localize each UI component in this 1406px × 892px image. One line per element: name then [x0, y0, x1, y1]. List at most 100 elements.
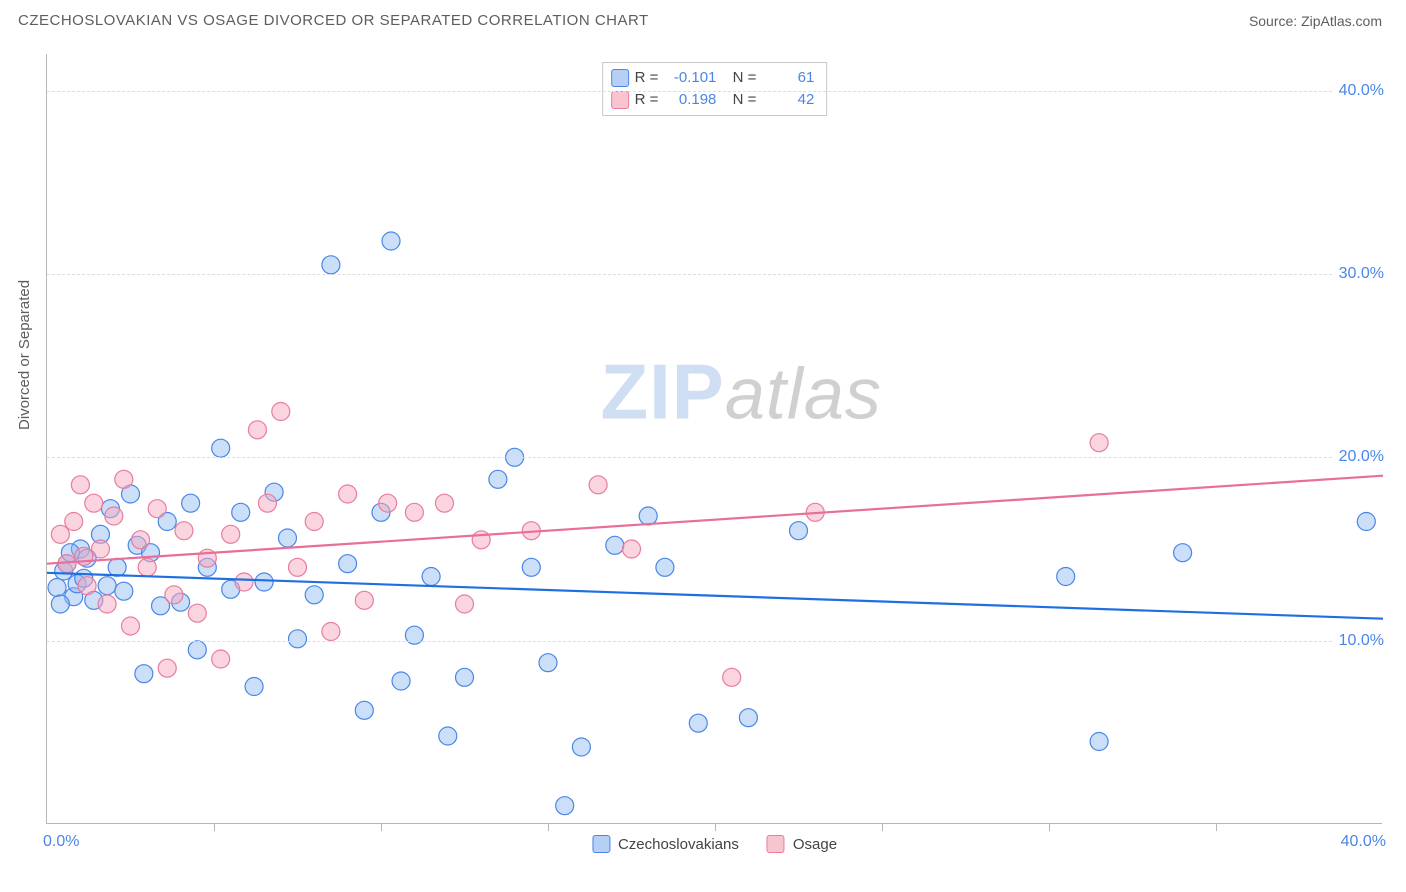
y-tick-label: 30.0% — [1333, 265, 1384, 283]
data-point — [1057, 568, 1075, 586]
data-point — [392, 672, 410, 690]
data-point — [182, 494, 200, 512]
data-point — [98, 595, 116, 613]
gridline — [47, 641, 1382, 642]
x-tick-mark — [715, 823, 716, 831]
legend-item-osage: Osage — [767, 835, 837, 853]
x-tick-label: 0.0% — [43, 833, 79, 851]
stats-row-pink: R = 0.198 N = 42 — [611, 89, 815, 111]
data-point — [1090, 434, 1108, 452]
data-point — [289, 630, 307, 648]
source-link[interactable]: ZipAtlas.com — [1301, 13, 1382, 29]
data-point — [71, 476, 89, 494]
data-point — [322, 623, 340, 641]
data-point — [305, 586, 323, 604]
data-point — [355, 591, 373, 609]
y-axis-label: Divorced or Separated — [16, 280, 33, 430]
data-point — [65, 513, 83, 531]
data-point — [289, 558, 307, 576]
data-point — [489, 470, 507, 488]
data-point — [1090, 733, 1108, 751]
data-point — [379, 494, 397, 512]
gridline — [47, 91, 1382, 92]
data-point — [108, 558, 126, 576]
data-point — [188, 604, 206, 622]
data-point — [165, 586, 183, 604]
data-point — [48, 579, 66, 597]
data-point — [305, 513, 323, 531]
gridline — [47, 457, 1382, 458]
data-point — [85, 494, 103, 512]
x-tick-label: 40.0% — [1341, 833, 1386, 851]
data-point — [255, 573, 273, 591]
data-point — [115, 470, 133, 488]
data-point — [723, 668, 741, 686]
x-tick-mark — [214, 823, 215, 831]
data-point — [689, 714, 707, 732]
x-tick-mark — [1216, 823, 1217, 831]
y-tick-label: 10.0% — [1333, 632, 1384, 650]
data-point — [422, 568, 440, 586]
data-point — [122, 617, 140, 635]
data-point — [245, 678, 263, 696]
data-point — [222, 525, 240, 543]
data-point — [1174, 544, 1192, 562]
data-point — [1357, 513, 1375, 531]
data-point — [278, 529, 296, 547]
data-point — [132, 531, 150, 549]
data-point — [339, 555, 357, 573]
data-point — [522, 558, 540, 576]
data-point — [148, 500, 166, 518]
scatter-chart: ZIPatlas R = -0.101 N = 61 R = 0.198 N =… — [46, 54, 1382, 824]
data-point — [212, 650, 230, 668]
data-point — [105, 507, 123, 525]
data-point — [98, 577, 116, 595]
data-point — [456, 668, 474, 686]
data-point — [456, 595, 474, 613]
data-point — [339, 485, 357, 503]
plot-surface — [47, 54, 1382, 823]
data-point — [258, 494, 276, 512]
data-point — [739, 709, 757, 727]
data-point — [248, 421, 266, 439]
data-point — [322, 256, 340, 274]
data-point — [272, 403, 290, 421]
x-tick-mark — [1049, 823, 1050, 831]
legend-item-czechoslovakians: Czechoslovakians — [592, 835, 739, 853]
data-point — [639, 507, 657, 525]
y-tick-label: 40.0% — [1333, 82, 1384, 100]
stats-row-blue: R = -0.101 N = 61 — [611, 67, 815, 89]
swatch-icon — [767, 835, 785, 853]
data-point — [435, 494, 453, 512]
swatch-icon — [611, 91, 629, 109]
stats-legend: R = -0.101 N = 61 R = 0.198 N = 42 — [602, 62, 828, 116]
x-tick-mark — [381, 823, 382, 831]
data-point — [623, 540, 641, 558]
swatch-icon — [592, 835, 610, 853]
data-point — [606, 536, 624, 554]
data-point — [656, 558, 674, 576]
data-point — [355, 701, 373, 719]
data-point — [556, 797, 574, 815]
data-point — [138, 558, 156, 576]
data-point — [382, 232, 400, 250]
data-point — [115, 582, 133, 600]
chart-title: CZECHOSLOVAKIAN VS OSAGE DIVORCED OR SEP… — [18, 12, 649, 29]
swatch-icon — [611, 69, 629, 87]
x-tick-mark — [548, 823, 549, 831]
data-point — [51, 595, 69, 613]
data-point — [188, 641, 206, 659]
trend-line — [47, 573, 1383, 619]
data-point — [439, 727, 457, 745]
gridline — [47, 274, 1382, 275]
data-point — [572, 738, 590, 756]
data-point — [175, 522, 193, 540]
data-point — [589, 476, 607, 494]
data-point — [135, 665, 153, 683]
data-point — [405, 503, 423, 521]
source-attribution: Source: ZipAtlas.com — [1249, 13, 1382, 29]
data-point — [790, 522, 808, 540]
y-tick-label: 20.0% — [1333, 448, 1384, 466]
data-point — [472, 531, 490, 549]
legend: Czechoslovakians Osage — [592, 835, 837, 853]
